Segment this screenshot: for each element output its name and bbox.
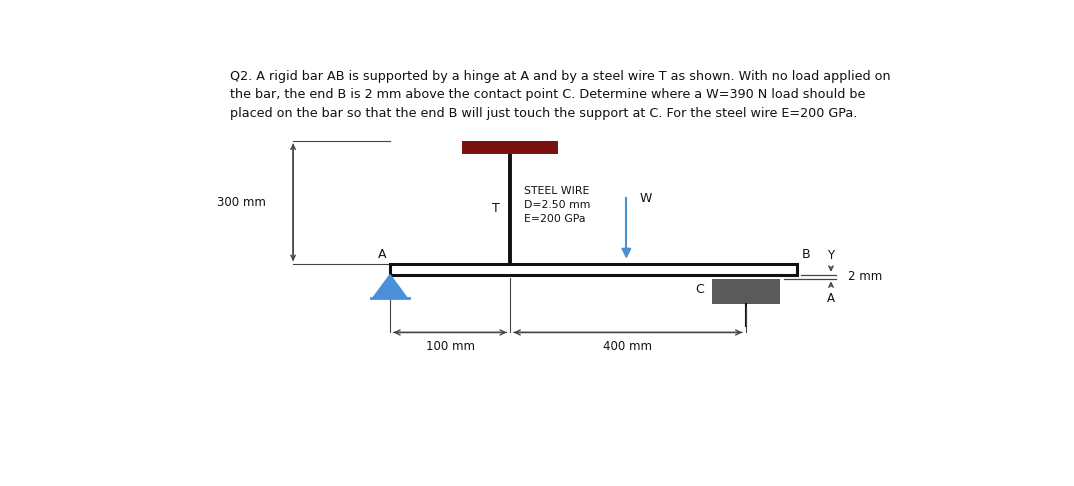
Text: 400 mm: 400 mm xyxy=(604,340,652,353)
Text: Y: Y xyxy=(827,249,834,262)
Text: 2 mm: 2 mm xyxy=(848,270,882,283)
Polygon shape xyxy=(373,275,407,298)
Bar xyxy=(390,264,797,275)
Text: B: B xyxy=(801,248,810,261)
Bar xyxy=(462,141,558,154)
Text: C: C xyxy=(695,283,703,296)
Text: STEEL WIRE
D=2.50 mm
E=200 GPa: STEEL WIRE D=2.50 mm E=200 GPa xyxy=(524,186,591,224)
Text: A: A xyxy=(378,248,387,261)
Text: 300 mm: 300 mm xyxy=(217,196,266,209)
Text: Q2. A rigid bar AB is supported by a hinge at A and by a steel wire T as shown. : Q2. A rigid bar AB is supported by a hin… xyxy=(230,69,890,120)
Text: A: A xyxy=(827,292,834,305)
Text: W: W xyxy=(639,192,652,205)
Text: 100 mm: 100 mm xyxy=(425,340,475,353)
Bar xyxy=(712,278,780,304)
Text: T: T xyxy=(492,202,500,215)
